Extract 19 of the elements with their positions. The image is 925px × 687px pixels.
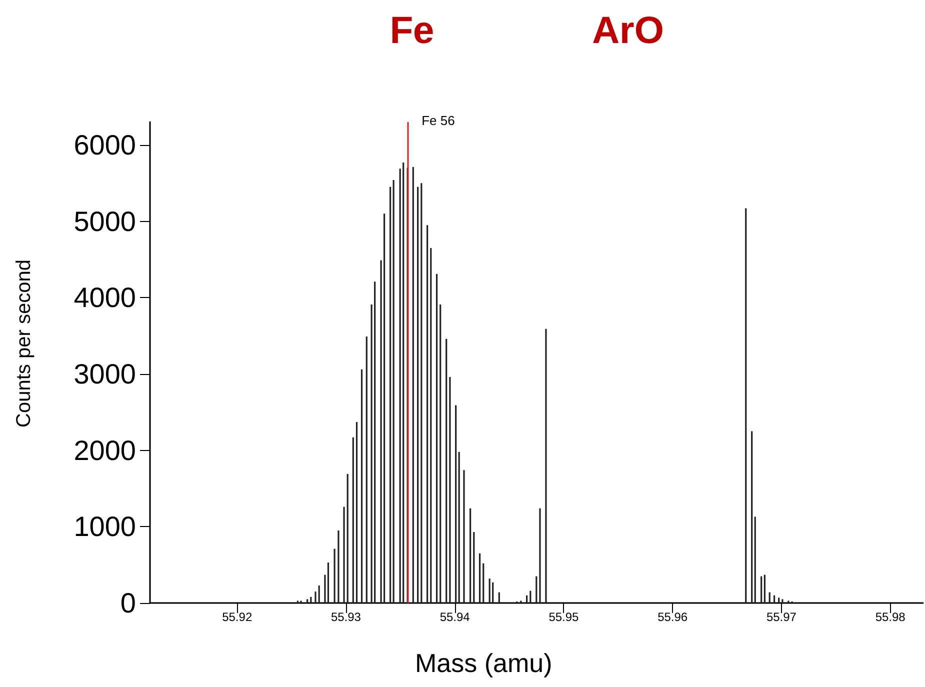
y-tick-label: 6000 <box>74 129 136 160</box>
y-tick-label: 2000 <box>74 434 136 466</box>
x-tick-label: 55.92 <box>222 610 252 624</box>
text: ArO <box>592 10 664 52</box>
x-tick-label: 55.98 <box>875 610 906 624</box>
y-tick-label: 5000 <box>74 206 136 237</box>
x-tick-label: 55.94 <box>440 610 470 624</box>
x-axis-title: Mass (amu) <box>415 648 552 678</box>
x-tick-label: 55.96 <box>658 610 688 624</box>
ref-line-label: Fe 56 <box>422 113 455 128</box>
y-axis-title: Counts per second <box>13 260 35 428</box>
x-tick-label: 55.97 <box>766 610 797 624</box>
y-tick-label: 3000 <box>74 358 136 390</box>
y-tick-label: 4000 <box>74 282 136 314</box>
x-tick-label: 55.95 <box>548 610 580 624</box>
text: Fe <box>390 10 434 52</box>
y-tick-label: 0 <box>120 588 136 618</box>
x-tick-label: 55.93 <box>330 610 362 624</box>
y-tick-label: 1000 <box>74 511 136 542</box>
